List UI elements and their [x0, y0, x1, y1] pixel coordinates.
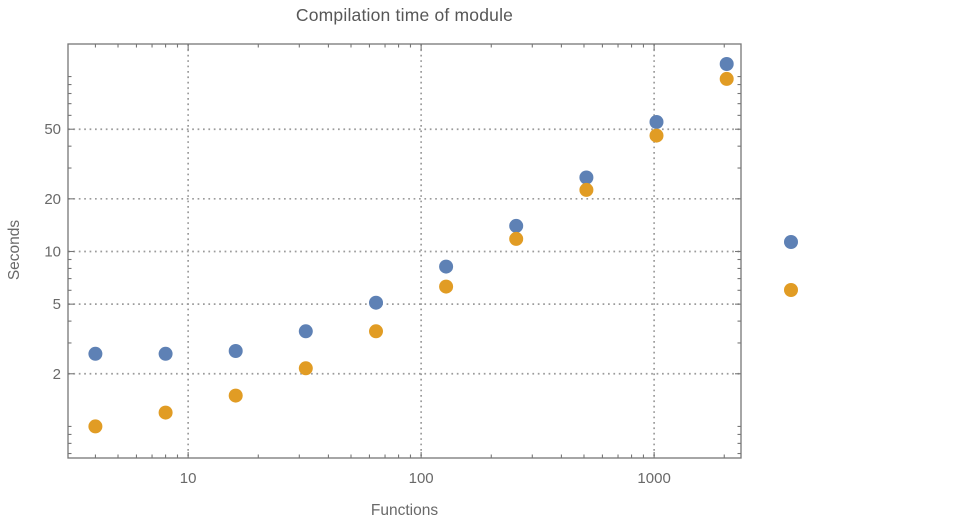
- x-tick-label-1000: 1000: [637, 470, 670, 487]
- legend-marker-blue: [784, 235, 798, 249]
- legend-marker-orange: [784, 283, 798, 297]
- y-tick-label-10: 10: [44, 243, 61, 260]
- data-point-blue-x32: [298, 324, 313, 339]
- y-tick-label-20: 20: [44, 191, 61, 208]
- y-tick-label-50: 50: [44, 121, 61, 138]
- data-point-orange-x1024: [649, 128, 664, 143]
- chart-title: Compilation time of module: [295, 5, 514, 25]
- y-axis-label: Seconds: [6, 219, 23, 281]
- y-tick-label-5: 5: [53, 296, 61, 313]
- x-tick-label-10: 10: [180, 470, 197, 487]
- data-point-blue-x512: [579, 170, 594, 185]
- data-point-blue-x2048: [719, 57, 734, 71]
- x-axis-label: Functions: [370, 502, 439, 519]
- data-point-orange-x2048: [719, 71, 734, 86]
- data-point-blue-x256: [509, 218, 524, 233]
- x-tick-label-100: 100: [409, 470, 434, 487]
- data-point-blue-x1024: [649, 115, 664, 129]
- data-point-orange-x8: [158, 405, 173, 420]
- data-point-blue-x16: [228, 344, 243, 358]
- y-tick-label-2: 2: [53, 366, 61, 383]
- data-point-blue-x128: [439, 259, 454, 274]
- data-point-orange-x4: [88, 419, 103, 434]
- data-point-blue-x8: [158, 346, 173, 361]
- data-point-blue-x64: [369, 295, 383, 310]
- data-point-orange-x16: [228, 388, 243, 403]
- data-point-orange-x512: [579, 182, 594, 197]
- data-point-orange-x128: [439, 279, 454, 294]
- data-point-orange-x32: [298, 361, 313, 376]
- data-point-blue-x4: [88, 346, 103, 361]
- data-point-orange-x256: [509, 231, 524, 246]
- data-point-orange-x64: [369, 324, 383, 339]
